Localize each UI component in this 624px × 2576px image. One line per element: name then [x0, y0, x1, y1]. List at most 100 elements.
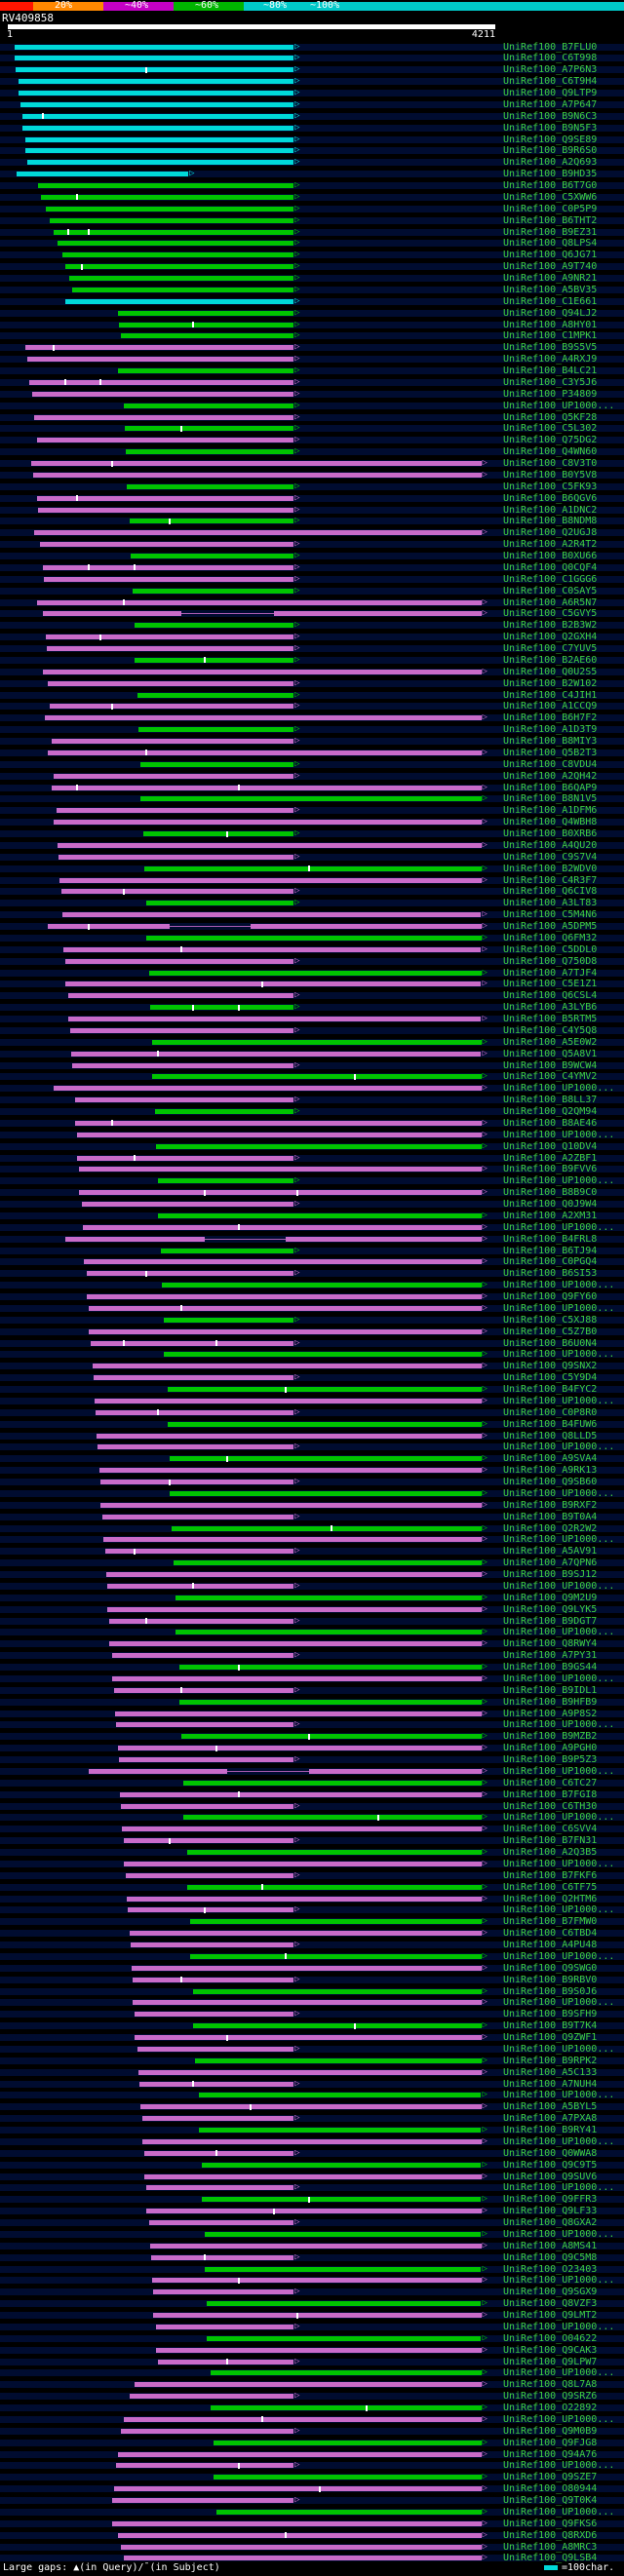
hit-bar[interactable]: [141, 2116, 294, 2122]
hit-label[interactable]: UniRef100_Q0CQF4: [503, 561, 598, 573]
hit-bar[interactable]: [42, 564, 294, 570]
hit-label[interactable]: UniRef100_A2R4T2: [503, 539, 598, 551]
hit-bar[interactable]: [140, 796, 482, 802]
hit-label[interactable]: UniRef100_B6SI53: [503, 1268, 598, 1280]
hit-bar[interactable]: [104, 1549, 294, 1555]
hit-label[interactable]: UniRef100_UP1000...: [503, 1349, 615, 1361]
hit-label[interactable]: UniRef100_Q9CAK3: [503, 2344, 598, 2356]
hit-bar[interactable]: [152, 1039, 482, 1045]
hit-bar[interactable]: [34, 530, 482, 536]
hit-bar[interactable]: [123, 1861, 482, 1866]
hit-bar[interactable]: [173, 1560, 482, 1566]
hit-bar[interactable]: [102, 1514, 294, 1519]
hit-label[interactable]: UniRef100_C6T9H4: [503, 76, 598, 88]
hit-bar[interactable]: [91, 1340, 294, 1346]
hit-bar[interactable]: [138, 727, 294, 733]
hit-bar[interactable]: [27, 357, 294, 363]
hit-bar[interactable]: [65, 1236, 205, 1242]
hit-bar[interactable]: [146, 2209, 482, 2214]
hit-bar[interactable]: [48, 750, 482, 755]
hit-bar[interactable]: [105, 1572, 482, 1577]
hit-bar[interactable]: [65, 264, 294, 270]
hit-label[interactable]: UniRef100_O80944: [503, 2483, 598, 2495]
hit-label[interactable]: UniRef100_UP1000...: [503, 2275, 615, 2287]
hit-bar[interactable]: [99, 1502, 482, 1508]
hit-label[interactable]: UniRef100_A5AV91: [503, 1546, 598, 1557]
hit-bar[interactable]: [111, 2498, 294, 2503]
hit-label[interactable]: UniRef100_B7FN31: [503, 1835, 598, 1847]
hit-bar[interactable]: [133, 1977, 294, 1982]
hit-bar[interactable]: [127, 483, 294, 489]
hit-label[interactable]: UniRef100_B8LL37: [503, 1095, 598, 1106]
hit-label[interactable]: UniRef100_Q9FKS6: [503, 2518, 598, 2529]
hit-bar[interactable]: [58, 854, 294, 860]
hit-bar[interactable]: [103, 1537, 482, 1543]
hit-bar[interactable]: [210, 2370, 482, 2376]
hit-bar[interactable]: [43, 576, 294, 582]
hit-bar[interactable]: [129, 519, 294, 524]
hit-label[interactable]: UniRef100_B9FVV6: [503, 1164, 598, 1175]
hit-bar[interactable]: [15, 44, 294, 50]
hit-label[interactable]: UniRef100_B6THT2: [503, 214, 598, 226]
hit-label[interactable]: UniRef100_Q75DG2: [503, 435, 598, 446]
hit-bar[interactable]: [153, 2289, 294, 2295]
hit-bar[interactable]: [54, 229, 294, 235]
hit-bar[interactable]: [117, 1746, 482, 1751]
hit-bar[interactable]: [117, 310, 294, 316]
hit-bar[interactable]: [49, 704, 294, 710]
hit-label[interactable]: UniRef100_B7FLU0: [503, 41, 598, 53]
hit-label[interactable]: UniRef100_B9T7K4: [503, 2020, 598, 2032]
hit-bar[interactable]: [146, 2185, 294, 2191]
hit-bar[interactable]: [36, 599, 482, 605]
hit-bar[interactable]: [129, 1931, 482, 1937]
hit-bar[interactable]: [121, 333, 294, 339]
hit-bar[interactable]: [135, 2382, 482, 2388]
hit-label[interactable]: UniRef100_C0SAY5: [503, 585, 598, 596]
hit-label[interactable]: UniRef100_Q9LPW7: [503, 2356, 598, 2367]
hit-label[interactable]: UniRef100_B9IDL1: [503, 1684, 598, 1696]
hit-bar[interactable]: [170, 1490, 482, 1496]
hit-bar[interactable]: [79, 1167, 482, 1173]
hit-label[interactable]: UniRef100_UP1000...: [503, 2460, 615, 2472]
hit-label[interactable]: UniRef100_B6T7G0: [503, 180, 598, 191]
hit-label[interactable]: UniRef100_C7YUV5: [503, 643, 598, 654]
hit-label[interactable]: UniRef100_B4FYC2: [503, 1384, 598, 1395]
hit-bar[interactable]: [36, 438, 294, 443]
hit-bar[interactable]: [183, 1815, 482, 1821]
hit-bar[interactable]: [52, 785, 482, 790]
hit-label[interactable]: UniRef100_B9DGT7: [503, 1615, 598, 1627]
hit-bar[interactable]: [27, 160, 294, 166]
hit-label[interactable]: UniRef100_B2B3W2: [503, 620, 598, 632]
hit-bar[interactable]: [178, 1665, 482, 1670]
hit-bar[interactable]: [67, 1017, 482, 1021]
hit-label[interactable]: UniRef100_B9RBV0: [503, 1974, 598, 1985]
hit-label[interactable]: UniRef100_UP1000...: [503, 1083, 615, 1095]
hit-bar[interactable]: [24, 148, 294, 154]
hit-label[interactable]: UniRef100_C5XJ88: [503, 1314, 598, 1326]
hit-bar[interactable]: [133, 2000, 482, 2006]
hit-label[interactable]: UniRef100_A7PY31: [503, 1650, 598, 1662]
hit-bar[interactable]: [99, 1480, 294, 1484]
hit-label[interactable]: UniRef100_Q5A8V1: [503, 1048, 598, 1059]
hit-bar[interactable]: [207, 2335, 482, 2341]
hit-label[interactable]: UniRef100_Q9LSB4: [503, 2553, 598, 2564]
hit-label[interactable]: UniRef100_A3LT83: [503, 898, 598, 909]
hit-bar[interactable]: [106, 1583, 294, 1589]
hit-label[interactable]: UniRef100_Q8GXA2: [503, 2217, 598, 2228]
hit-label[interactable]: UniRef100_Q5KF28: [503, 411, 598, 423]
hit-label[interactable]: UniRef100_C5Y9D4: [503, 1372, 598, 1384]
hit-bar[interactable]: [170, 1456, 482, 1462]
hit-bar[interactable]: [123, 403, 294, 408]
hit-label[interactable]: UniRef100_C6TBD4: [503, 1928, 598, 1940]
hit-label[interactable]: UniRef100_B9P5Z3: [503, 1754, 598, 1765]
hit-label[interactable]: UniRef100_O23403: [503, 2263, 598, 2275]
hit-label[interactable]: UniRef100_Q8LPS4: [503, 238, 598, 250]
hit-bar[interactable]: [176, 1595, 482, 1600]
hit-label[interactable]: UniRef100_A2Q693: [503, 157, 598, 169]
hit-label[interactable]: UniRef100_A8HY01: [503, 319, 598, 330]
hit-bar[interactable]: [204, 2231, 482, 2237]
hit-label[interactable]: UniRef100_Q4WBH8: [503, 817, 598, 828]
hit-bar[interactable]: [164, 1352, 482, 1358]
hit-label[interactable]: UniRef100_UP1000...: [503, 2413, 615, 2425]
hit-bar[interactable]: [74, 1120, 482, 1126]
